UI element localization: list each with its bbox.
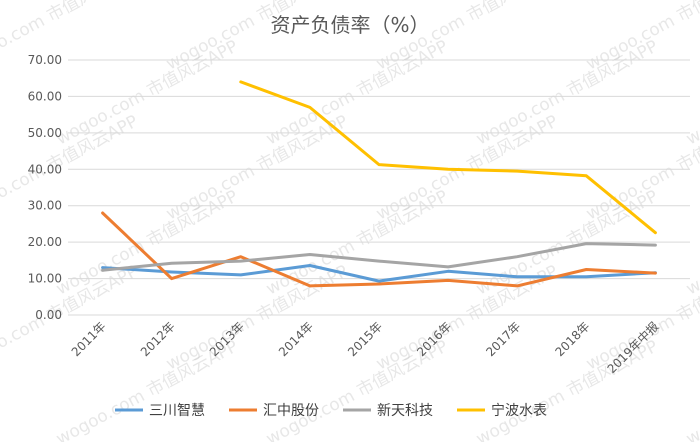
legend-label: 三川智慧 — [149, 403, 205, 419]
y-tick-label: 70.00 — [28, 53, 62, 67]
series-line — [101, 264, 657, 283]
series-lines — [101, 80, 657, 288]
x-tick-label: 2018年 — [552, 319, 592, 359]
y-tick-label: 0.00 — [35, 308, 62, 322]
watermark-text: wogoo.com 市值风云APP — [473, 187, 662, 300]
series-line — [239, 80, 657, 235]
series-line — [101, 211, 657, 288]
watermark-text: wogoo.com 市值风云APP — [53, 187, 242, 300]
x-tick-label: 2014年 — [276, 319, 316, 359]
watermark-text: wogoo.com 市值风云APP — [683, 187, 700, 300]
legend-label: 新天科技 — [377, 403, 433, 419]
y-tick-label: 60.00 — [28, 89, 62, 103]
legend-label: 汇中股份 — [263, 403, 319, 419]
y-tick-label: 30.00 — [28, 199, 62, 213]
series-line — [101, 242, 657, 272]
x-tick-label: 2017年 — [483, 319, 523, 359]
gridlines — [68, 59, 690, 316]
legend: 三川智慧 汇中股份 新天科技 宁波水表 — [115, 402, 547, 419]
y-tick-label: 50.00 — [28, 126, 62, 140]
y-tick-label: 20.00 — [28, 235, 62, 249]
y-tick-label: 40.00 — [28, 162, 62, 176]
x-tick-label: 2011年 — [69, 319, 109, 359]
chart-title: 资产负债率（%） — [270, 13, 429, 37]
watermark-text: wogoo.com 市值风云APP — [683, 337, 700, 442]
x-axis-ticks: 2011年 2012年 2013年 2014年 2015年 2016年 2017年 2018年… — [69, 319, 662, 377]
legend-label: 宁波水表 — [491, 402, 547, 419]
y-axis-ticks: 0.00 10.00 20.00 30.00 40.00 50.00 60.00 70.00 — [28, 53, 62, 322]
watermark-text: wogoo.com 市值风云APP — [0, 0, 141, 74]
y-tick-label: 10.00 — [28, 272, 62, 286]
